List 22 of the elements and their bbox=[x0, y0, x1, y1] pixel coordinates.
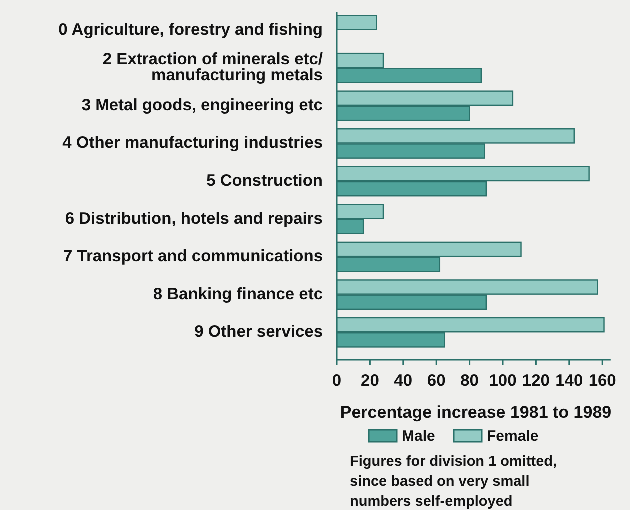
y-tick-label: 3 Metal goods, engineering etc bbox=[82, 96, 323, 115]
x-tick-label: 40 bbox=[394, 372, 413, 390]
y-tick-label: 2 Extraction of minerals etc/ manufacturing metals bbox=[102, 51, 324, 86]
x-tick-label: 160 bbox=[588, 372, 616, 390]
y-tick-label: 0 Agriculture, forestry and fishing bbox=[58, 21, 323, 40]
x-tick-label: 80 bbox=[460, 372, 479, 390]
text: Figures for division 1 omitted, since based on very small numbers self-employed bbox=[350, 454, 558, 510]
x-tick-label: 140 bbox=[556, 372, 584, 390]
y-tick-label: 6 Distribution, hotels and repairs bbox=[65, 210, 323, 228]
x-tick-label: 20 bbox=[361, 372, 380, 390]
legend-label: Female bbox=[487, 428, 539, 445]
x-axis-title: Percentage increase 1981 to 1989 bbox=[340, 403, 612, 422]
y-tick-label: 7 Transport and communications bbox=[64, 248, 323, 266]
x-tick-label: 120 bbox=[522, 372, 550, 390]
y-tick-label: 4 Other manufacturing industries bbox=[62, 134, 323, 153]
legend-label: Male bbox=[402, 428, 436, 445]
y-tick-label: 8 Banking finance etc bbox=[153, 286, 323, 304]
x-tick-label: 60 bbox=[427, 372, 446, 390]
y-tick-label: 9 Other services bbox=[194, 323, 323, 342]
x-tick-label: 0 bbox=[332, 372, 342, 390]
x-tick-label: 100 bbox=[489, 372, 517, 390]
y-tick-label: 5 Construction bbox=[206, 172, 323, 190]
